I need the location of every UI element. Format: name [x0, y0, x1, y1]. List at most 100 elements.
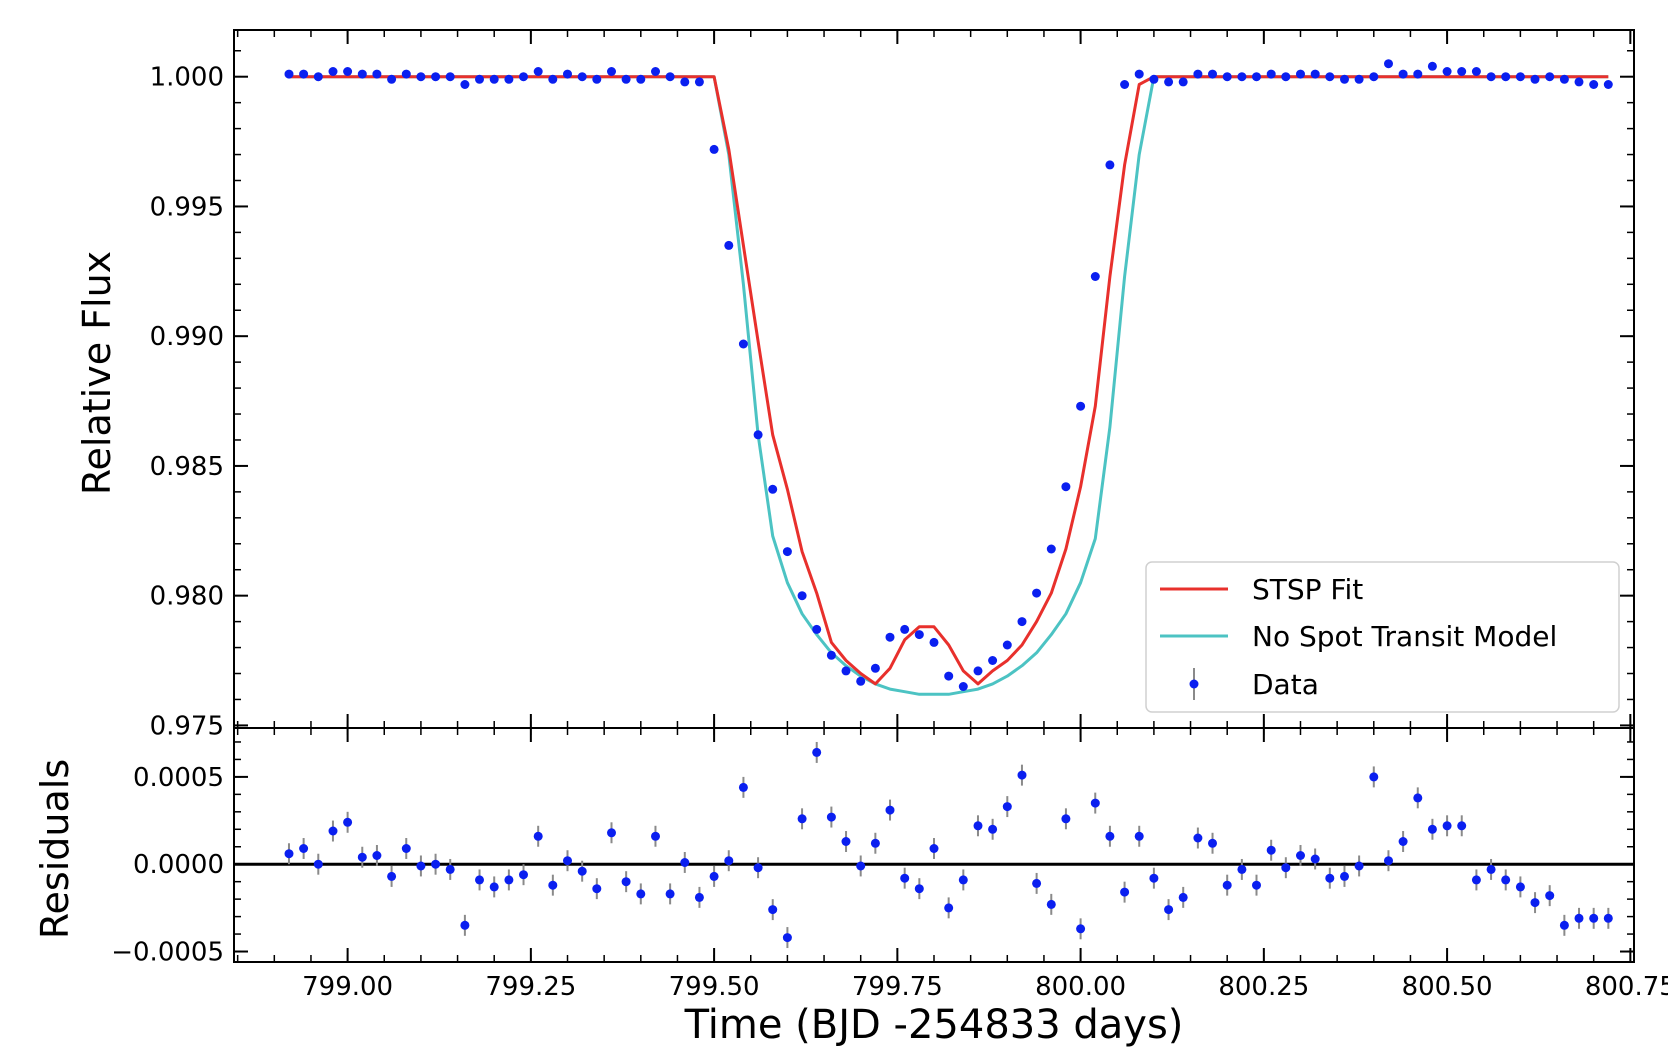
data-point [914, 630, 924, 640]
data-point [328, 67, 338, 76]
residual-point [929, 844, 939, 853]
residual-point [1398, 837, 1408, 846]
residual-point [1017, 770, 1027, 780]
residual-point [1559, 920, 1569, 930]
data-point [1515, 72, 1525, 82]
residual-point [313, 859, 323, 869]
data-point [1354, 74, 1364, 84]
data-point [1134, 69, 1144, 79]
residual-point [1384, 856, 1393, 866]
data-point [1208, 69, 1217, 79]
data-point [1486, 72, 1496, 82]
data-point [1017, 617, 1027, 627]
data-point [343, 67, 353, 76]
data-point [1442, 67, 1452, 76]
residual-point [988, 824, 998, 834]
residual-point [1090, 798, 1100, 808]
data-point [313, 72, 323, 82]
main-y-tick-label: 0.980 [150, 582, 224, 612]
x-tick-label: 799.00 [302, 972, 393, 1002]
residual-point [1310, 854, 1320, 864]
data-point [1193, 69, 1203, 79]
data-point [1369, 72, 1379, 82]
residual-point [1574, 913, 1584, 923]
residual-point [856, 861, 866, 871]
x-tick-label: 800.25 [1218, 972, 1309, 1002]
residual-point [1134, 831, 1144, 841]
residuals-plot-frame [233, 727, 1635, 963]
main-y-tick-label: 0.985 [150, 452, 224, 482]
data-point [1061, 482, 1071, 492]
residual-point [870, 838, 880, 848]
residual-point [1369, 772, 1379, 782]
residual-point [1354, 861, 1364, 871]
data-point [1574, 77, 1584, 87]
data-point [1310, 69, 1320, 79]
data-point [900, 624, 910, 634]
residual-point [577, 866, 587, 876]
data-point [1501, 72, 1511, 82]
residual-point [841, 837, 851, 846]
residual-point [900, 873, 910, 883]
data-point [372, 69, 382, 79]
residual-point [445, 864, 455, 874]
residual-point [401, 844, 411, 853]
residual-point [1545, 891, 1555, 901]
residual-point [944, 903, 954, 913]
data-point [445, 72, 455, 82]
data-point [577, 72, 587, 82]
residual-point [1427, 824, 1437, 834]
residual-point [1237, 864, 1247, 874]
residual-point [1340, 871, 1349, 881]
residual-point [636, 889, 646, 899]
data-point [607, 67, 616, 76]
residual-point [607, 828, 616, 838]
data-point [519, 72, 528, 82]
residuals-y-ticks: −0.0005 0.0000 0.0005 [111, 741, 1634, 968]
residual-point [680, 858, 690, 867]
data-point [401, 69, 411, 79]
data-point [504, 74, 514, 84]
residual-point [1076, 924, 1086, 934]
data-point [812, 624, 822, 634]
data-point [768, 484, 778, 494]
main-y-axis-label: Relative Flux [75, 251, 119, 495]
data-point [724, 240, 734, 250]
residual-point [1208, 838, 1217, 848]
x-tick-label: 800.50 [1402, 972, 1493, 1002]
residual-point [812, 747, 822, 757]
residual-point [1105, 831, 1115, 841]
data-point [1178, 77, 1188, 87]
data-point [1149, 74, 1159, 84]
data-point [636, 74, 646, 84]
legend-swatch-data-point [1189, 679, 1199, 689]
data-point [416, 72, 426, 82]
residual-point [1501, 875, 1511, 885]
data-point [1603, 80, 1613, 89]
main-series-layer [284, 59, 1613, 696]
data-point [1325, 72, 1335, 82]
data-point [929, 637, 939, 647]
residual-point [328, 826, 338, 836]
data-point [1237, 72, 1247, 82]
residual-point [592, 884, 602, 894]
data-point [1413, 69, 1423, 79]
data-point [782, 547, 792, 557]
data-point [299, 69, 309, 79]
residual-point [357, 852, 367, 862]
residual-point [738, 782, 748, 792]
data-point [1252, 72, 1261, 82]
residual-point [797, 814, 807, 824]
data-point [958, 682, 968, 691]
data-point [1002, 640, 1012, 650]
residual-point [651, 831, 660, 841]
data-point [1076, 401, 1086, 411]
data-point [1559, 74, 1569, 84]
residual-point [768, 905, 778, 915]
residual-point [1471, 875, 1481, 885]
residuals-series-layer [284, 741, 1613, 949]
residual-point [519, 870, 528, 880]
residual-point [1002, 802, 1012, 812]
